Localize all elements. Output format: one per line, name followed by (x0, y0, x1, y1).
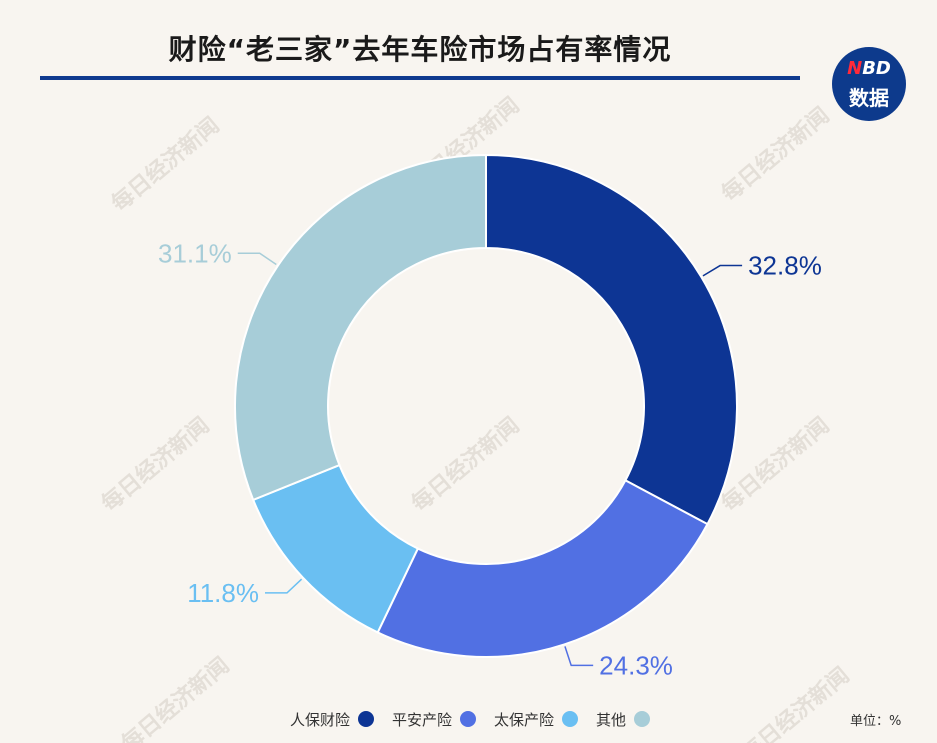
legend-label: 人保财险 (290, 710, 351, 729)
nbd-logo: NBD 数据 (832, 47, 906, 121)
data-labels: 32.8% 24.3% 11.8% 31.1% (158, 238, 822, 680)
logo-wordmark: NBD (832, 58, 906, 79)
unit-label: 单位：% (850, 714, 902, 729)
watermark-text: 每日经济新闻 (107, 112, 225, 217)
logo-rest-letters: BD (862, 58, 891, 79)
leader-line (264, 578, 303, 594)
legend-swatch (460, 711, 477, 727)
chart-title: 财险“老三家”去年车险市场占有率情况 (168, 33, 672, 66)
logo-subtitle: 数据 (849, 86, 889, 110)
legend-item: 平安产险 (392, 709, 477, 730)
watermark-text: 每日经济新闻 (97, 412, 215, 517)
watermark-text: 每日经济新闻 (717, 102, 835, 207)
donut-slice (485, 153, 738, 526)
chart-legend: 人保财险 平安产险 太保产险 其他 (290, 708, 668, 730)
watermark-text: 每日经济新闻 (737, 662, 855, 743)
legend-swatch (358, 711, 375, 727)
leader-line (564, 646, 594, 667)
legend-swatch (634, 711, 651, 727)
donut-slice (376, 479, 709, 658)
legend-label: 其他 (596, 710, 627, 729)
legend-item: 太保产险 (494, 709, 579, 730)
data-label: 11.8% (187, 578, 259, 608)
watermark-text: 每日经济新闻 (407, 412, 525, 517)
legend-swatch (562, 711, 579, 727)
legend-label: 太保产险 (494, 710, 555, 729)
leader-line (702, 264, 743, 277)
title-underline (40, 76, 800, 80)
data-label: 32.8% (748, 251, 822, 281)
legend-item: 人保财险 (290, 709, 375, 730)
data-label: 24.3% (599, 650, 673, 680)
legend-item: 其他 (596, 709, 651, 730)
donut-slice (234, 153, 487, 502)
leader-line (237, 252, 277, 266)
watermark-text: 每日经济新闻 (117, 652, 235, 743)
donut-chart (234, 153, 738, 658)
label-leader-lines (237, 252, 743, 667)
data-label: 31.1% (158, 238, 232, 268)
legend-label: 平安产险 (392, 710, 453, 729)
logo-accent-letter: N (847, 58, 863, 79)
